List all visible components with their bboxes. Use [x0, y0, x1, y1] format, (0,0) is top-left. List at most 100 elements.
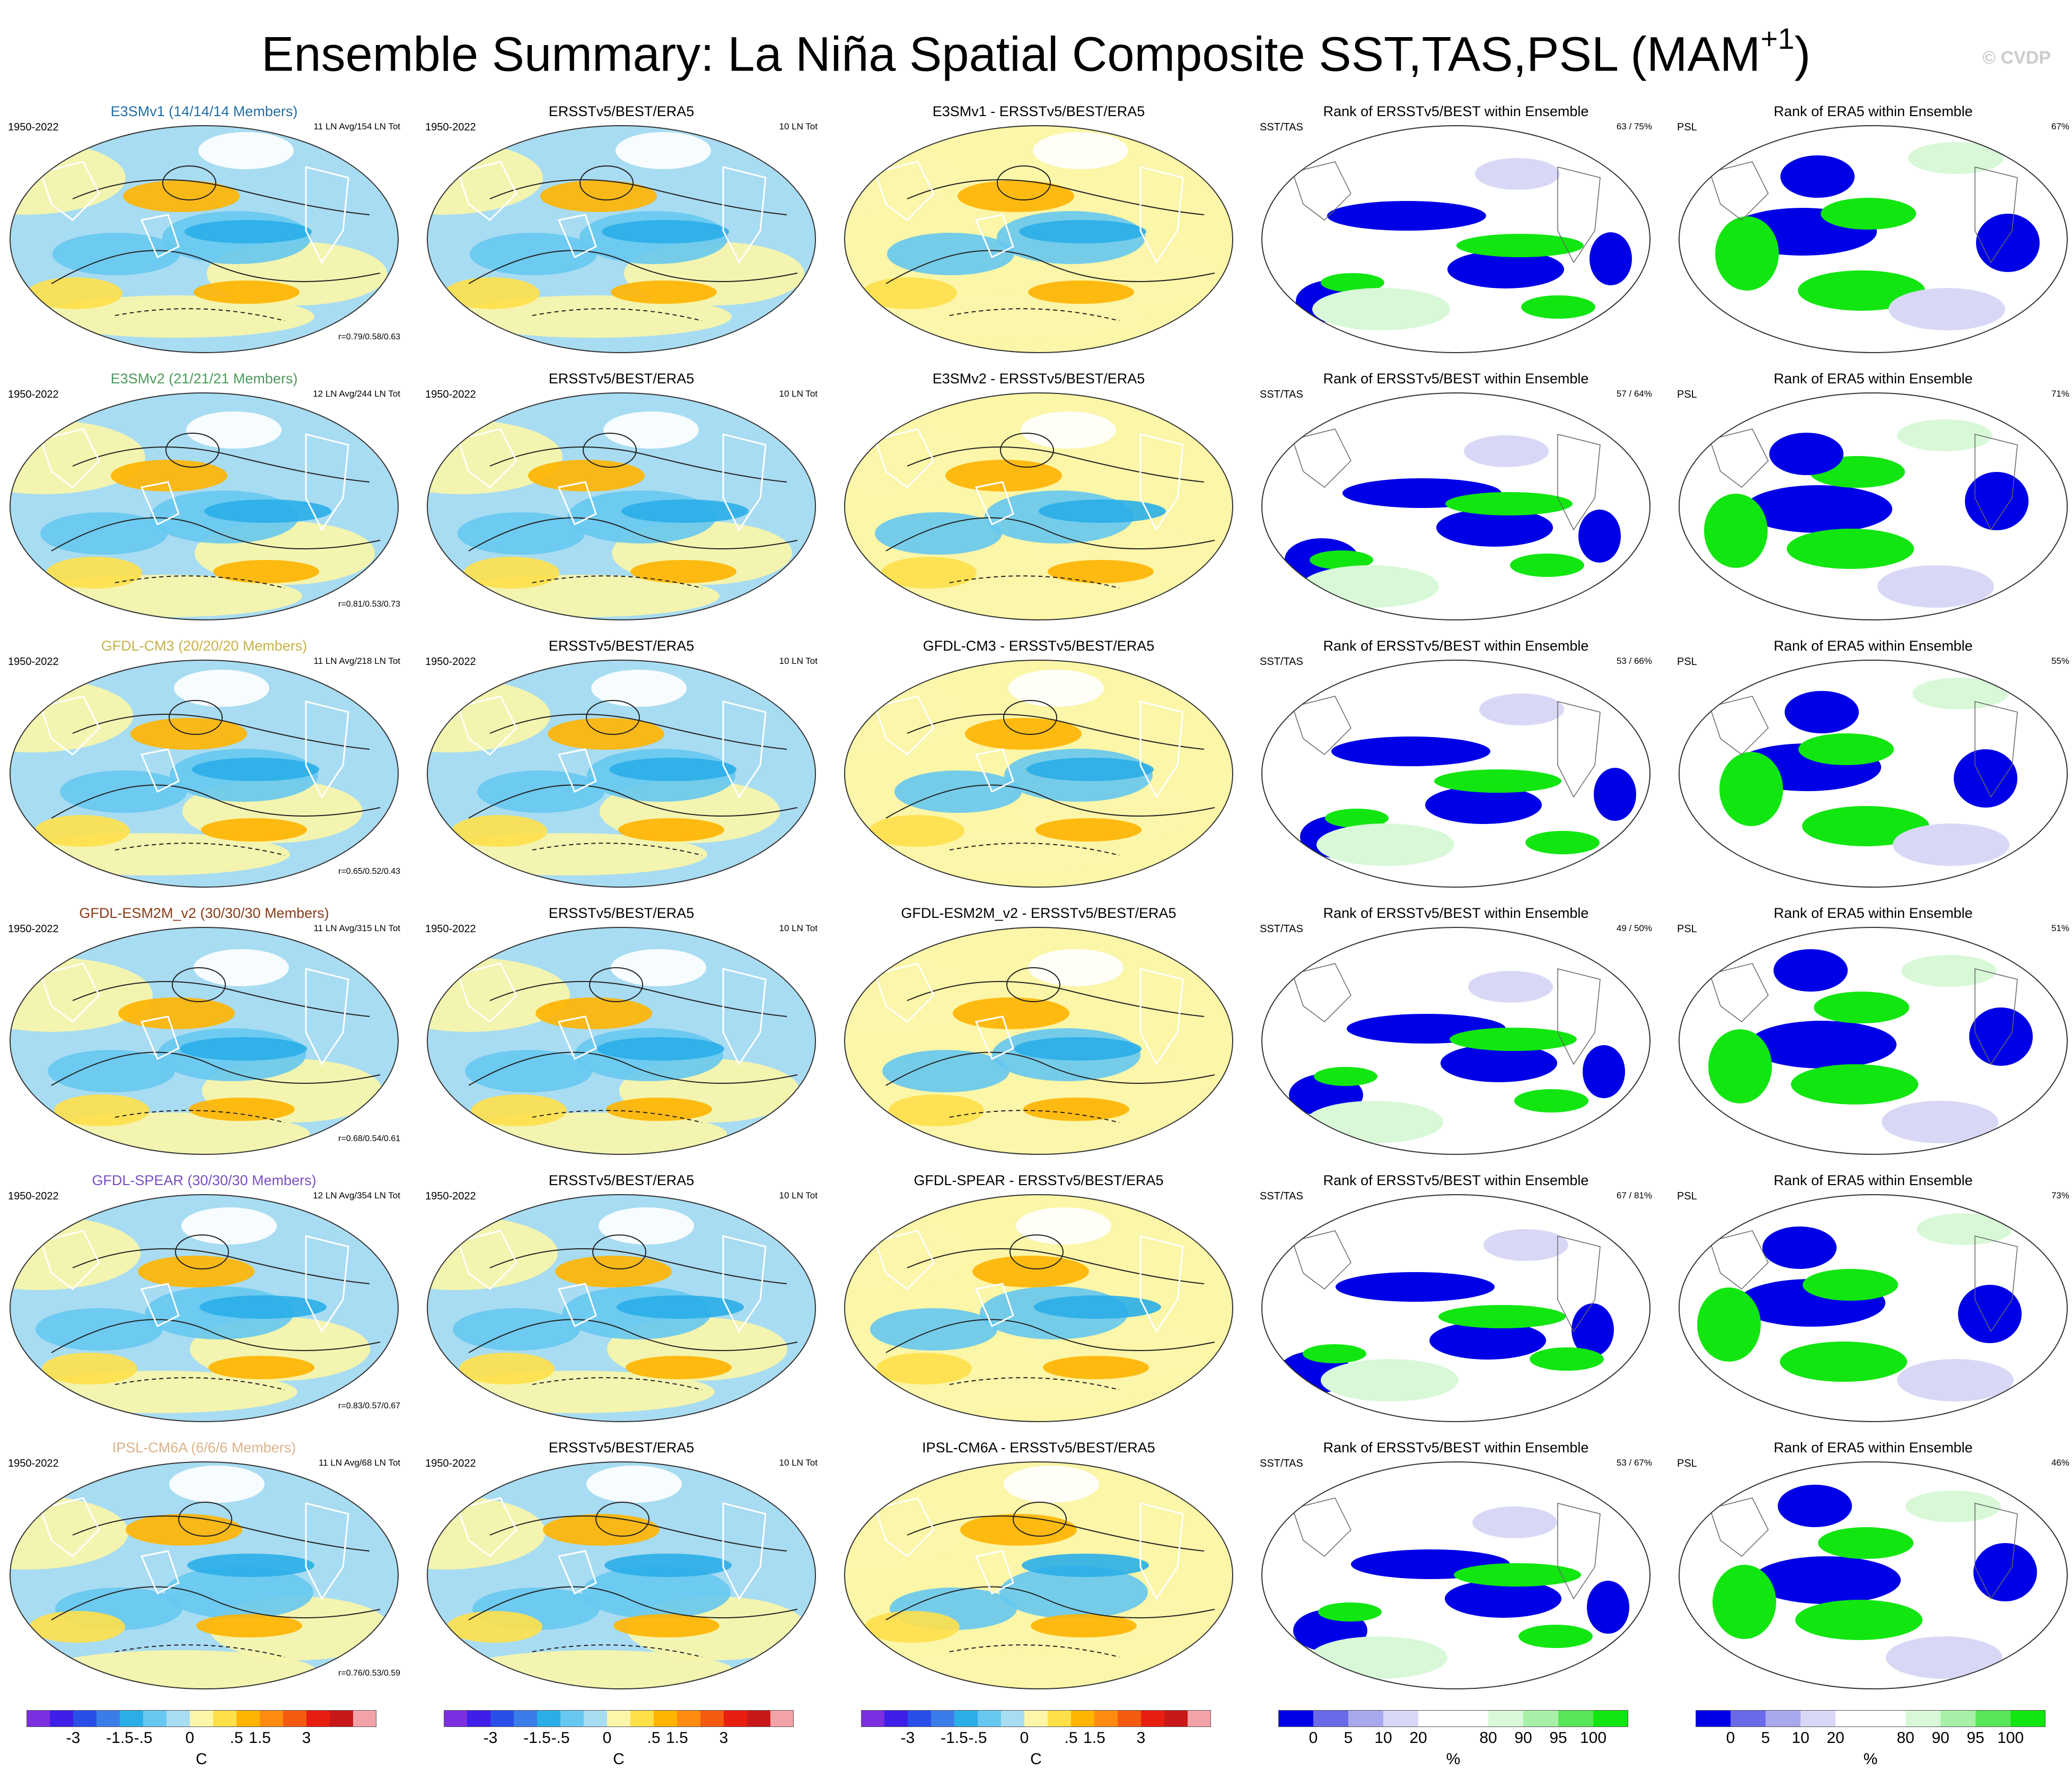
period-label: 1950-2022 [425, 389, 476, 400]
variable-label: PSL [1677, 121, 1697, 133]
event-counts: 11 LN Avg/218 LN Tot [313, 656, 400, 666]
panel-observations: ERSSTv5/BEST/ERA5 1950-2022 10 LN Tot [420, 1440, 823, 1705]
rank-map [1261, 1461, 1651, 1690]
panel-title: Rank of ERA5 within Ensemble [1774, 905, 1973, 921]
rank-colorbar: 0 5 10 20 80 90 95 100% [1696, 1710, 2045, 1774]
colorbar-swatch [1558, 1710, 1594, 1727]
period-label: 1950-2022 [425, 656, 476, 668]
colorbar-tick-label: 1.5 [666, 1729, 688, 1747]
variable-label: SST/TAS [1260, 923, 1303, 935]
panel-observations: ERSSTv5/BEST/ERA5 1950-2022 10 LN Tot [420, 638, 823, 903]
period-label: 1950-2022 [8, 121, 59, 133]
colorbar-swatch [908, 1710, 932, 1727]
panel-title: Rank of ERA5 within Ensemble [1774, 371, 1973, 387]
variable-label: PSL [1677, 1458, 1697, 1469]
colorbar-unit: C [613, 1750, 625, 1768]
colorbar-swatch [166, 1710, 190, 1727]
colorbar-swatch [747, 1710, 771, 1727]
panel-model-mean: E3SMv1 (14/14/14 Members) 1950-2022 11 LN … [3, 103, 406, 369]
colorbar-swatch [861, 1710, 885, 1727]
event-counts: 10 LN Tot [779, 923, 818, 933]
colorbar-tick-label: -.5 [968, 1729, 987, 1747]
colorbar-swatch [677, 1710, 701, 1727]
panel-title: E3SMv1 - ERSSTv5/BEST/ERA5 [932, 103, 1145, 119]
panel-title: IPSL-CM6A - ERSSTv5/BEST/ERA5 [922, 1440, 1155, 1456]
colorbar-tick-label: 0 [185, 1729, 195, 1747]
colorbar-swatch [1836, 1710, 1871, 1727]
colorbar-tick-label: 5 [1761, 1729, 1770, 1747]
panel-title: Rank of ERSSTv5/BEST within Ensemble [1323, 905, 1589, 921]
colorbar-tick-label: 10 [1374, 1729, 1392, 1747]
rank-colorbar: 0 5 10 20 80 90 95 100% [1278, 1710, 1628, 1774]
rank-percent: 49 / 50% [1616, 923, 1652, 933]
period-label: 1950-2022 [8, 389, 59, 400]
panel-difference: E3SMv2 - ERSSTv5/BEST/ERA5 [837, 371, 1240, 636]
rank-map [1678, 125, 2068, 354]
colorbar-tick-label: 20 [1409, 1729, 1427, 1747]
colorbar-swatch [514, 1710, 538, 1727]
difference-map [844, 1461, 1234, 1690]
colorbar-swatch [1048, 1710, 1072, 1727]
colorbar-tick-label: 10 [1792, 1729, 1810, 1747]
colorbar-swatch [1348, 1710, 1384, 1727]
rank-map [1678, 392, 2068, 621]
colorbar-ticks: -3 -1.5 -.5 0 .5 1.5 3 [444, 1727, 794, 1748]
colorbar-unit: % [1863, 1750, 1878, 1768]
colorbar-unit: C [1030, 1750, 1042, 1768]
pattern-correlation: r=0.68/0.54/0.61 [338, 1134, 400, 1143]
composite-map [9, 1461, 399, 1690]
variable-label: SST/TAS [1260, 1458, 1303, 1469]
pattern-correlation: r=0.81/0.53/0.73 [338, 600, 400, 609]
colorbar-tick-label: .5 [1064, 1729, 1078, 1747]
colorbar-tick-label: .5 [647, 1729, 661, 1747]
pattern-correlation: r=0.79/0.58/0.63 [338, 332, 400, 341]
variable-label: SST/TAS [1260, 389, 1303, 400]
colorbar-swatch [213, 1710, 237, 1727]
panel-rank-sst: Rank of ERSSTv5/BEST within Ensemble SST/… [1254, 371, 1657, 636]
rank-map [1678, 659, 2068, 888]
colorbar-tick-label: 20 [1827, 1729, 1845, 1747]
colorbar-swatch [537, 1710, 561, 1727]
rank-percent: 67% [2051, 121, 2069, 132]
colorbar-tick-label: 0 [1020, 1729, 1029, 1747]
panel-title: Rank of ERA5 within Ensemble [1774, 1172, 1973, 1188]
difference-map [844, 392, 1234, 621]
colorbar-ticks: -3 -1.5 -.5 0 .5 1.5 3 [861, 1727, 1211, 1748]
rank-map [1261, 926, 1651, 1155]
variable-label: PSL [1677, 923, 1697, 935]
pattern-correlation: r=0.65/0.52/0.43 [338, 867, 400, 876]
colorbar-tick-label: 5 [1344, 1729, 1353, 1747]
panel-observations: ERSSTv5/BEST/ERA5 1950-2022 10 LN Tot [420, 371, 823, 636]
composite-map [426, 1461, 816, 1690]
variable-label: SST/TAS [1260, 1190, 1303, 1202]
colorbar-tick-label: 3 [1136, 1729, 1146, 1747]
period-label: 1950-2022 [8, 1458, 59, 1469]
event-counts: 11 LN Avg/315 LN Tot [313, 923, 400, 933]
colorbar-tick-label: 95 [1549, 1729, 1567, 1747]
colorbar-swatch [560, 1710, 584, 1727]
panel-observations: ERSSTv5/BEST/ERA5 1950-2022 10 LN Tot [420, 1172, 823, 1438]
colorbar-swatch [1024, 1710, 1048, 1727]
colorbar-swatch [884, 1710, 908, 1727]
colorbar-tick-label: 90 [1931, 1729, 1950, 1747]
composite-map [426, 392, 816, 621]
colorbar-swatch [27, 1710, 50, 1727]
composite-map [426, 926, 816, 1155]
colorbar-tick-label: 1.5 [1083, 1729, 1105, 1747]
event-counts: 11 LN Avg/154 LN Tot [313, 121, 400, 132]
colorbar-swatch [73, 1710, 97, 1727]
colorbar-swatch [1118, 1710, 1142, 1727]
composite-map [9, 1194, 399, 1423]
period-label: 1950-2022 [425, 121, 476, 133]
panel-title: Rank of ERSSTv5/BEST within Ensemble [1323, 103, 1589, 119]
colorbar-tick-label: 100 [1997, 1729, 2024, 1747]
panel-title: ERSSTv5/BEST/ERA5 [548, 638, 695, 654]
event-counts: 11 LN Avg/68 LN Tot [318, 1458, 400, 1468]
panel-difference: E3SMv1 - ERSSTv5/BEST/ERA5 [837, 103, 1240, 369]
colorbar-swatch [1801, 1710, 1836, 1727]
colorbar-swatch [1141, 1710, 1165, 1727]
panel-title: GFDL-ESM2M_v2 - ERSSTv5/BEST/ERA5 [901, 905, 1177, 921]
panel-title: Rank of ERA5 within Ensemble [1774, 1440, 1973, 1456]
colorbar-tick-label: -3 [900, 1729, 915, 1747]
panel-observations: ERSSTv5/BEST/ERA5 1950-2022 10 LN Tot [420, 905, 823, 1170]
